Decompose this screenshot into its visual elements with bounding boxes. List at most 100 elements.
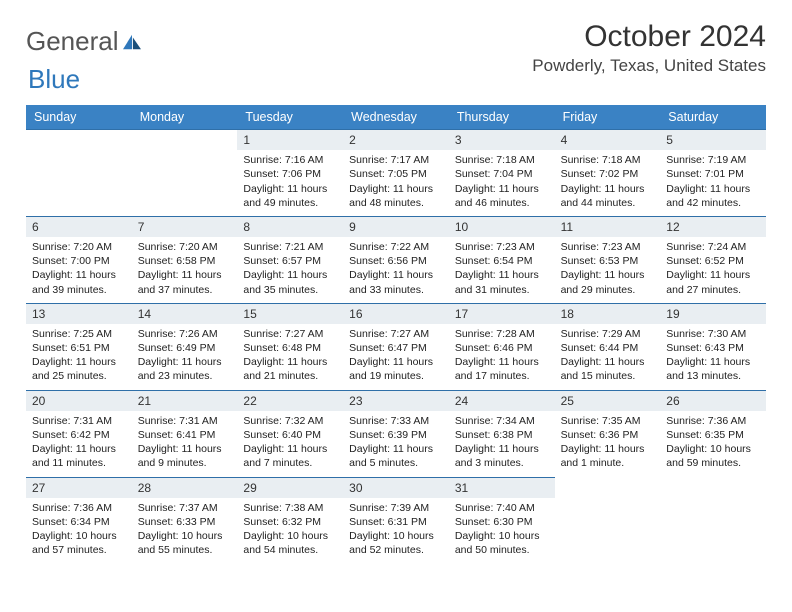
sunset-line: Sunset: 6:52 PM: [666, 254, 760, 268]
sunrise-line: Sunrise: 7:33 AM: [349, 414, 443, 428]
day-cell: 3 Sunrise: 7:18 AMSunset: 7:04 PMDaylight…: [449, 129, 555, 216]
sunset-line: Sunset: 6:41 PM: [138, 428, 232, 442]
day-header: Saturday: [660, 105, 766, 129]
day-cell: 19Sunrise: 7:30 AMSunset: 6:43 PMDayligh…: [660, 303, 766, 390]
day-cell: 24Sunrise: 7:34 AMSunset: 6:38 PMDayligh…: [449, 390, 555, 477]
sunset-line: Sunset: 6:47 PM: [349, 341, 443, 355]
daylight-line: Daylight: 11 hours and 44 minutes.: [561, 182, 655, 210]
title-block: October 2024 Powderly, Texas, United Sta…: [532, 20, 766, 76]
brand-logo: General: [26, 20, 145, 57]
day-cell: 30Sunrise: 7:39 AMSunset: 6:31 PMDayligh…: [343, 477, 449, 564]
day-cell: 8Sunrise: 7:21 AMSunset: 6:57 PMDaylight…: [237, 216, 343, 303]
sunrise-line: Sunrise: 7:25 AM: [32, 327, 126, 341]
daylight-line: Daylight: 11 hours and 27 minutes.: [666, 268, 760, 296]
daylight-line: Daylight: 11 hours and 29 minutes.: [561, 268, 655, 296]
sunset-line: Sunset: 6:34 PM: [32, 515, 126, 529]
day-number: 3: [449, 130, 555, 150]
sunrise-line: Sunrise: 7:38 AM: [243, 501, 337, 515]
day-number: 13: [26, 304, 132, 324]
day-number: 7: [132, 217, 238, 237]
day-header: Thursday: [449, 105, 555, 129]
sunrise-line: Sunrise: 7:32 AM: [243, 414, 337, 428]
daylight-line: Daylight: 10 hours and 57 minutes.: [32, 529, 126, 557]
day-number: 12: [660, 217, 766, 237]
sunset-line: Sunset: 6:54 PM: [455, 254, 549, 268]
day-number: 17: [449, 304, 555, 324]
sunrise-line: Sunrise: 7:40 AM: [455, 501, 549, 515]
day-header: Monday: [132, 105, 238, 129]
daylight-line: Daylight: 10 hours and 55 minutes.: [138, 529, 232, 557]
day-cell: 9Sunrise: 7:22 AMSunset: 6:56 PMDaylight…: [343, 216, 449, 303]
sunset-line: Sunset: 6:56 PM: [349, 254, 443, 268]
day-number: 15: [237, 304, 343, 324]
sunset-line: Sunset: 6:51 PM: [32, 341, 126, 355]
calendar-body: 1Sunrise: 7:16 AMSunset: 7:06 PMDaylight…: [26, 129, 766, 563]
day-number: 29: [237, 478, 343, 498]
sunrise-line: Sunrise: 7:20 AM: [32, 240, 126, 254]
sunset-line: Sunset: 6:40 PM: [243, 428, 337, 442]
brand-part1: General: [26, 26, 119, 57]
sunset-line: Sunset: 6:42 PM: [32, 428, 126, 442]
sunset-line: Sunset: 6:48 PM: [243, 341, 337, 355]
daylight-line: Daylight: 11 hours and 17 minutes.: [455, 355, 549, 383]
day-number: 2: [343, 130, 449, 150]
empty-cell: [26, 129, 132, 216]
day-cell: 5Sunrise: 7:19 AMSunset: 7:01 PMDaylight…: [660, 129, 766, 216]
daylight-line: Daylight: 11 hours and 7 minutes.: [243, 442, 337, 470]
day-cell: 22Sunrise: 7:32 AMSunset: 6:40 PMDayligh…: [237, 390, 343, 477]
daylight-line: Daylight: 10 hours and 50 minutes.: [455, 529, 549, 557]
empty-cell: [132, 129, 238, 216]
sunrise-line: Sunrise: 7:17 AM: [349, 153, 443, 167]
sunrise-line: Sunrise: 7:23 AM: [455, 240, 549, 254]
daylight-line: Daylight: 11 hours and 31 minutes.: [455, 268, 549, 296]
daylight-line: Daylight: 11 hours and 37 minutes.: [138, 268, 232, 296]
sunset-line: Sunset: 6:46 PM: [455, 341, 549, 355]
day-number: 26: [660, 391, 766, 411]
day-number: 8: [237, 217, 343, 237]
day-header: Tuesday: [237, 105, 343, 129]
sunrise-line: Sunrise: 7:16 AM: [243, 153, 337, 167]
day-cell: 21Sunrise: 7:31 AMSunset: 6:41 PMDayligh…: [132, 390, 238, 477]
sunset-line: Sunset: 7:05 PM: [349, 167, 443, 181]
sunrise-line: Sunrise: 7:39 AM: [349, 501, 443, 515]
day-cell: 6Sunrise: 7:20 AMSunset: 7:00 PMDaylight…: [26, 216, 132, 303]
sunset-line: Sunset: 6:32 PM: [243, 515, 337, 529]
day-cell: 17Sunrise: 7:28 AMSunset: 6:46 PMDayligh…: [449, 303, 555, 390]
day-number: 9: [343, 217, 449, 237]
sunset-line: Sunset: 6:49 PM: [138, 341, 232, 355]
daylight-line: Daylight: 10 hours and 59 minutes.: [666, 442, 760, 470]
day-cell: 28Sunrise: 7:37 AMSunset: 6:33 PMDayligh…: [132, 477, 238, 564]
daylight-line: Daylight: 11 hours and 15 minutes.: [561, 355, 655, 383]
day-cell: 16Sunrise: 7:27 AMSunset: 6:47 PMDayligh…: [343, 303, 449, 390]
calendar-header-row: SundayMondayTuesdayWednesdayThursdayFrid…: [26, 105, 766, 129]
daylight-line: Daylight: 11 hours and 42 minutes.: [666, 182, 760, 210]
day-cell: 25Sunrise: 7:35 AMSunset: 6:36 PMDayligh…: [555, 390, 661, 477]
sunset-line: Sunset: 7:02 PM: [561, 167, 655, 181]
day-number: 11: [555, 217, 661, 237]
daylight-line: Daylight: 11 hours and 25 minutes.: [32, 355, 126, 383]
day-number: 14: [132, 304, 238, 324]
day-cell: 1Sunrise: 7:16 AMSunset: 7:06 PMDaylight…: [237, 129, 343, 216]
day-cell: 7Sunrise: 7:20 AMSunset: 6:58 PMDaylight…: [132, 216, 238, 303]
day-number: 19: [660, 304, 766, 324]
sunset-line: Sunset: 7:04 PM: [455, 167, 549, 181]
day-number: 23: [343, 391, 449, 411]
daylight-line: Daylight: 11 hours and 49 minutes.: [243, 182, 337, 210]
sunrise-line: Sunrise: 7:21 AM: [243, 240, 337, 254]
month-title: October 2024: [532, 20, 766, 54]
sunrise-line: Sunrise: 7:18 AM: [561, 153, 655, 167]
daylight-line: Daylight: 11 hours and 11 minutes.: [32, 442, 126, 470]
sunset-line: Sunset: 6:39 PM: [349, 428, 443, 442]
day-number: 27: [26, 478, 132, 498]
day-cell: 26Sunrise: 7:36 AMSunset: 6:35 PMDayligh…: [660, 390, 766, 477]
sunset-line: Sunset: 7:00 PM: [32, 254, 126, 268]
day-header: Friday: [555, 105, 661, 129]
day-cell: 11Sunrise: 7:23 AMSunset: 6:53 PMDayligh…: [555, 216, 661, 303]
calendar: SundayMondayTuesdayWednesdayThursdayFrid…: [26, 105, 766, 563]
day-number: 21: [132, 391, 238, 411]
sunrise-line: Sunrise: 7:18 AM: [455, 153, 549, 167]
day-cell: 10Sunrise: 7:23 AMSunset: 6:54 PMDayligh…: [449, 216, 555, 303]
day-cell: 13 Sunrise: 7:25 AMSunset: 6:51 PMDayligh…: [26, 303, 132, 390]
daylight-line: Daylight: 11 hours and 46 minutes.: [455, 182, 549, 210]
sunset-line: Sunset: 6:30 PM: [455, 515, 549, 529]
